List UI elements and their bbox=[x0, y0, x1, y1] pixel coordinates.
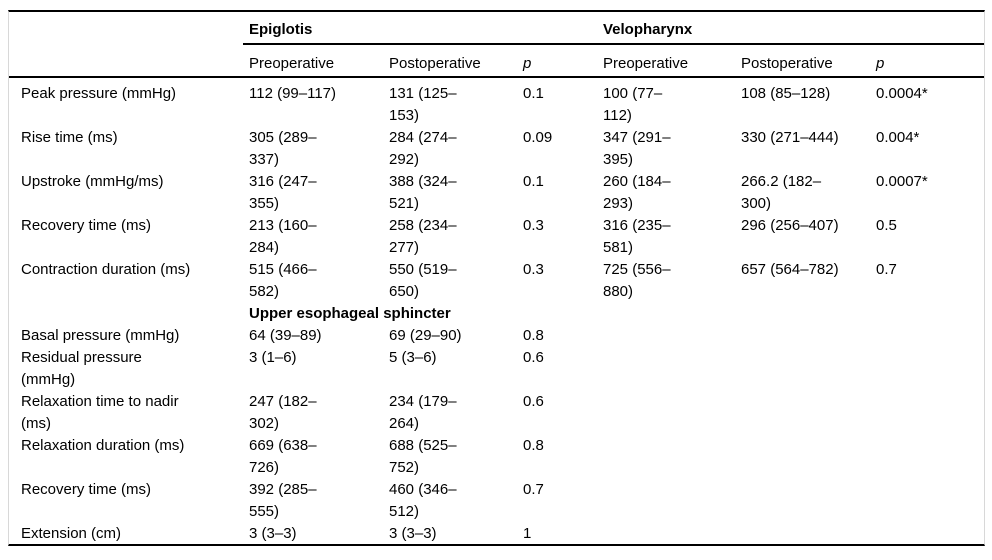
cell-epiglotis-p: 0.8 bbox=[523, 327, 544, 344]
row-label: Relaxation duration (ms) bbox=[21, 437, 185, 454]
row-label: Upstroke (mmHg/ms) bbox=[21, 173, 164, 190]
cell-velopharynx-preoperative: 725 (556– 880) bbox=[603, 261, 671, 300]
table-row: Peak pressure (mmHg) 112 (99–117) 131 (1… bbox=[9, 83, 984, 127]
row-label: Recovery time (ms) bbox=[21, 217, 152, 234]
cell-epiglotis-postoperative: 3 (3–3) bbox=[389, 525, 437, 542]
table-row: Relaxation time to nadir (ms) 247 (182– … bbox=[9, 391, 984, 435]
cell-velopharynx-p: 0.5 bbox=[876, 217, 897, 234]
table-row: Rise time (ms) 305 (289– 337) 284 (274– … bbox=[9, 127, 984, 171]
row-label: Relaxation time to nadir (ms) bbox=[21, 393, 179, 432]
cell-epiglotis-p: 0.1 bbox=[523, 85, 544, 102]
cell-epiglotis-postoperative: 234 (179– 264) bbox=[389, 393, 457, 432]
cell-epiglotis-postoperative: 5 (3–6) bbox=[389, 349, 437, 366]
cell-epiglotis-postoperative: 388 (324– 521) bbox=[389, 173, 457, 212]
cell-epiglotis-preoperative: 3 (3–3) bbox=[249, 525, 297, 542]
row-label: Extension (cm) bbox=[21, 525, 122, 542]
subheader-velopharynx-postoperative: Postoperative bbox=[741, 55, 833, 72]
cell-epiglotis-p: 0.6 bbox=[523, 349, 544, 366]
row-label: Basal pressure (mmHg) bbox=[21, 327, 180, 344]
subheader-epiglotis-postoperative: Postoperative bbox=[389, 55, 481, 72]
subheader-velopharynx-p: p bbox=[876, 55, 885, 72]
subheader-epiglotis-p: p bbox=[523, 55, 532, 72]
manometry-table: Epiglotis Velopharynx Preoperative Posto… bbox=[8, 10, 985, 546]
table-section-row: Upper esophageal sphincter bbox=[9, 303, 984, 325]
cell-epiglotis-p: 0.7 bbox=[523, 481, 544, 498]
cell-velopharynx-postoperative: 330 (271–444) bbox=[741, 129, 839, 146]
cell-epiglotis-preoperative: 305 (289– 337) bbox=[249, 129, 317, 168]
cell-velopharynx-postoperative: 296 (256–407) bbox=[741, 217, 839, 234]
table-row: Basal pressure (mmHg) 64 (39–89) 69 (29–… bbox=[9, 325, 984, 347]
cell-epiglotis-preoperative: 316 (247– 355) bbox=[249, 173, 317, 212]
group-header-underline bbox=[243, 43, 984, 45]
row-label: Residual pressure (mmHg) bbox=[21, 349, 142, 388]
cell-epiglotis-p: 0.6 bbox=[523, 393, 544, 410]
cell-epiglotis-preoperative: 247 (182– 302) bbox=[249, 393, 317, 432]
group-header-epiglotis: Epiglotis bbox=[249, 21, 313, 38]
table-row: Upstroke (mmHg/ms) 316 (247– 355) 388 (3… bbox=[9, 171, 984, 215]
cell-epiglotis-p: 0.09 bbox=[523, 129, 553, 146]
cell-epiglotis-postoperative: 460 (346– 512) bbox=[389, 481, 457, 520]
cell-epiglotis-preoperative: 515 (466– 582) bbox=[249, 261, 317, 300]
cell-epiglotis-preoperative: 392 (285– 555) bbox=[249, 481, 317, 520]
cell-epiglotis-preoperative: 64 (39–89) bbox=[249, 327, 322, 344]
cell-velopharynx-preoperative: 347 (291– 395) bbox=[603, 129, 671, 168]
cell-velopharynx-preoperative: 316 (235– 581) bbox=[603, 217, 671, 256]
cell-epiglotis-postoperative: 284 (274– 292) bbox=[389, 129, 457, 168]
cell-epiglotis-postoperative: 69 (29–90) bbox=[389, 327, 462, 344]
cell-epiglotis-p: 0.3 bbox=[523, 261, 544, 278]
table-row: Contraction duration (ms) 515 (466– 582)… bbox=[9, 259, 984, 303]
table-row: Recovery time (ms) 213 (160– 284) 258 (2… bbox=[9, 215, 984, 259]
row-label: Recovery time (ms) bbox=[21, 481, 152, 498]
row-label: Peak pressure (mmHg) bbox=[21, 85, 177, 102]
cell-epiglotis-preoperative: 213 (160– 284) bbox=[249, 217, 317, 256]
cell-velopharynx-postoperative: 266.2 (182– 300) bbox=[741, 173, 822, 212]
cell-epiglotis-p: 1 bbox=[523, 525, 532, 542]
table-row: Extension (cm) 3 (3–3) 3 (3–3) 1 bbox=[9, 523, 984, 544]
row-label: Contraction duration (ms) bbox=[21, 261, 191, 278]
cell-epiglotis-preoperative: 112 (99–117) bbox=[249, 85, 337, 102]
section-title: Upper esophageal sphincter bbox=[249, 305, 451, 322]
cell-epiglotis-preoperative: 3 (1–6) bbox=[249, 349, 297, 366]
row-label: Rise time (ms) bbox=[21, 129, 118, 146]
cell-velopharynx-preoperative: 260 (184– 293) bbox=[603, 173, 671, 212]
cell-epiglotis-p: 0.3 bbox=[523, 217, 544, 234]
cell-epiglotis-postoperative: 688 (525– 752) bbox=[389, 437, 457, 476]
cell-velopharynx-postoperative: 657 (564–782) bbox=[741, 261, 839, 278]
table-subheader-row: Preoperative Postoperative p Preoperativ… bbox=[9, 45, 984, 78]
cell-epiglotis-postoperative: 258 (234– 277) bbox=[389, 217, 457, 256]
table-row: Relaxation duration (ms) 669 (638– 726) … bbox=[9, 435, 984, 479]
table-row: Residual pressure (mmHg) 3 (1–6) 5 (3–6)… bbox=[9, 347, 984, 391]
cell-epiglotis-p: 0.8 bbox=[523, 437, 544, 454]
group-header-velopharynx: Velopharynx bbox=[603, 21, 693, 38]
table-row: Recovery time (ms) 392 (285– 555) 460 (3… bbox=[9, 479, 984, 523]
cell-epiglotis-postoperative: 131 (125– 153) bbox=[389, 85, 457, 124]
subheader-epiglotis-preoperative: Preoperative bbox=[249, 55, 335, 72]
cell-epiglotis-p: 0.1 bbox=[523, 173, 544, 190]
cell-epiglotis-postoperative: 550 (519– 650) bbox=[389, 261, 457, 300]
cell-epiglotis-preoperative: 669 (638– 726) bbox=[249, 437, 317, 476]
cell-velopharynx-preoperative: 100 (77– 112) bbox=[603, 85, 663, 124]
cell-velopharynx-p: 0.0004* bbox=[876, 85, 928, 102]
table-group-header-row: Epiglotis Velopharynx bbox=[9, 12, 984, 43]
table-body: Peak pressure (mmHg) 112 (99–117) 131 (1… bbox=[9, 78, 984, 544]
cell-velopharynx-p: 0.0007* bbox=[876, 173, 928, 190]
subheader-velopharynx-preoperative: Preoperative bbox=[603, 55, 689, 72]
cell-velopharynx-postoperative: 108 (85–128) bbox=[741, 85, 831, 102]
cell-velopharynx-p: 0.004* bbox=[876, 129, 920, 146]
cell-velopharynx-p: 0.7 bbox=[876, 261, 897, 278]
